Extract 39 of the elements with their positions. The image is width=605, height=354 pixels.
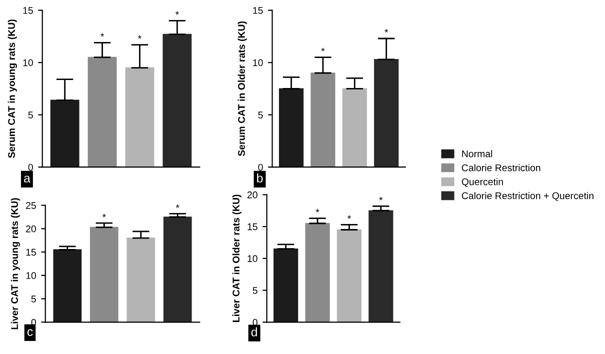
text: c: [27, 329, 33, 336]
y-tick-label: 10: [248, 255, 258, 262]
text: a: [24, 176, 30, 183]
y-tick-label: 25: [26, 202, 36, 209]
data-label: *: [316, 208, 320, 212]
legend-label: Normal: [462, 150, 492, 158]
y-tick-label: 15: [23, 7, 33, 14]
y-tick-label: 5: [258, 112, 263, 118]
text: b: [257, 173, 263, 183]
data-label: *: [347, 215, 351, 219]
legend-label: Calorie Restriction + Quercetin: [462, 192, 594, 201]
text: d: [251, 327, 257, 336]
data-label: *: [100, 33, 104, 37]
data-label: *: [138, 35, 142, 39]
y-tick-label: 15: [248, 223, 258, 230]
y-tick-label: 20: [26, 225, 36, 232]
y-tick-label: 15: [26, 248, 36, 256]
y-tick-label: 5: [252, 287, 258, 294]
y-tick-label: 10: [26, 272, 36, 280]
y-tick-label: 10: [23, 59, 33, 66]
legend-label: Quercetin: [462, 178, 503, 187]
data-label: *: [321, 48, 325, 52]
y-tick-label: 0: [258, 164, 263, 171]
y-tick-label: 10: [253, 59, 263, 66]
y-axis-title: Liver CAT in Older rats (KU): [232, 194, 242, 322]
data-label: *: [175, 11, 179, 15]
data-label: *: [102, 214, 106, 218]
y-axis-title: Liver CAT in young rats (KU): [10, 198, 20, 330]
y-tick-label: 0: [28, 164, 33, 171]
y-axis-title: Serum CAT in young rats (KU): [8, 20, 17, 158]
y-tick-label: 5: [31, 296, 36, 302]
legend-label: Calorie Restriction: [462, 164, 540, 172]
y-tick-label: 20: [247, 191, 258, 198]
data-label: *: [176, 204, 180, 208]
y-axis-title: Serum CAT in Older rats (KU): [238, 21, 247, 156]
data-label: *: [384, 29, 388, 32]
data-label: *: [379, 196, 383, 200]
y-tick-label: 5: [28, 112, 33, 118]
y-tick-label: 15: [253, 7, 263, 14]
